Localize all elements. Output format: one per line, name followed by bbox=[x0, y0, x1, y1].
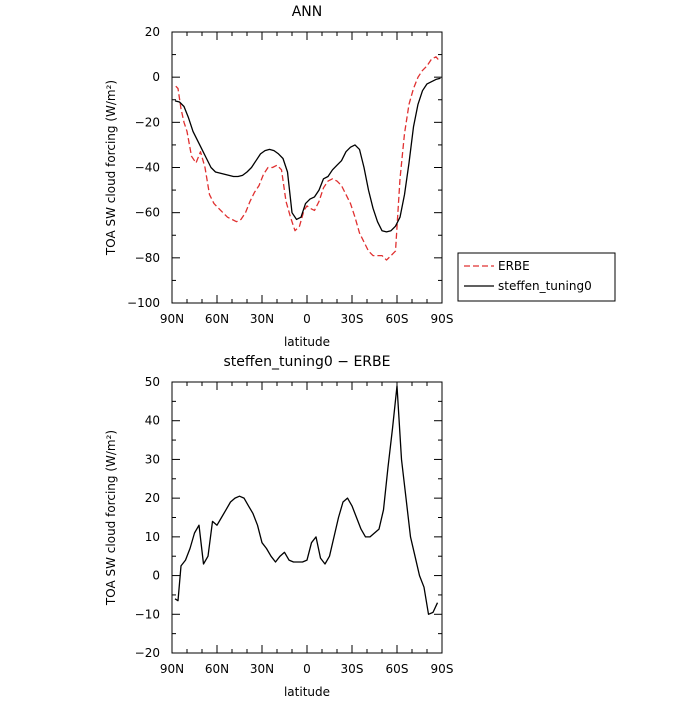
plot-frame bbox=[171, 31, 443, 304]
y-tick-label: 40 bbox=[145, 414, 160, 428]
legend-label: steffen_tuning0 bbox=[498, 279, 592, 293]
y-tick-label: −40 bbox=[135, 161, 160, 175]
y-tick-label: 30 bbox=[145, 452, 160, 466]
legend-label: ERBE bbox=[498, 259, 530, 273]
series-line-steffen_tuning0 bbox=[174, 77, 441, 233]
x-tick-label: 30S bbox=[341, 662, 364, 676]
y-axis-label: TOA SW cloud forcing (W/m²) bbox=[104, 430, 118, 606]
x-tick-label: 90S bbox=[431, 312, 454, 326]
legend-box bbox=[457, 252, 616, 302]
x-tick-label: 60S bbox=[386, 662, 409, 676]
x-tick-label: 0 bbox=[303, 662, 311, 676]
series-line-diff-1 bbox=[174, 385, 439, 615]
x-tick-label: 30S bbox=[341, 312, 364, 326]
y-tick-label: 0 bbox=[152, 569, 160, 583]
y-tick-label: −80 bbox=[135, 251, 160, 265]
x-tick-label: 60N bbox=[205, 312, 229, 326]
x-tick-label: 90N bbox=[160, 312, 184, 326]
x-tick-label: 60S bbox=[386, 312, 409, 326]
legend: ERBE steffen_tuning0 bbox=[457, 252, 616, 302]
x-axis-label: latitude bbox=[284, 685, 330, 699]
y-tick-label: −100 bbox=[127, 296, 160, 310]
x-tick-label: 0 bbox=[303, 312, 311, 326]
y-tick-label: 50 bbox=[145, 375, 160, 389]
x-axis-label: latitude bbox=[284, 335, 330, 349]
y-tick-label: −20 bbox=[135, 115, 160, 129]
x-tick-label: 90S bbox=[431, 662, 454, 676]
y-tick-label: −20 bbox=[135, 646, 160, 660]
chart-title: ANN bbox=[292, 4, 323, 20]
x-tick-label: 60N bbox=[205, 662, 229, 676]
x-tick-label: 90N bbox=[160, 662, 184, 676]
y-tick-label: −60 bbox=[135, 206, 160, 220]
y-tick-label: 10 bbox=[145, 530, 160, 544]
y-tick-label: 20 bbox=[145, 491, 160, 505]
chart-panel-2: 90N 60N 30N 0 30S 60S 90S −20 −10 0 10 20 30 40 50 stef… bbox=[104, 354, 453, 699]
chart-title: steffen_tuning0 − ERBE bbox=[224, 354, 391, 370]
series-line-ERBE bbox=[175, 56, 441, 261]
x-tick-label: 30N bbox=[250, 312, 274, 326]
plot-frame bbox=[171, 381, 443, 654]
x-tick-label: 30N bbox=[250, 662, 274, 676]
y-tick-label: −10 bbox=[135, 607, 160, 621]
y-tick-label: 20 bbox=[145, 25, 160, 39]
y-axis-label: TOA SW cloud forcing (W/m²) bbox=[104, 80, 118, 256]
chart-panel-1: 90N 60N 30N 0 30S 60S 90S −100 −80 −60 −40 −20 0 20 AN… bbox=[104, 4, 616, 349]
y-tick-label: 0 bbox=[152, 70, 160, 84]
